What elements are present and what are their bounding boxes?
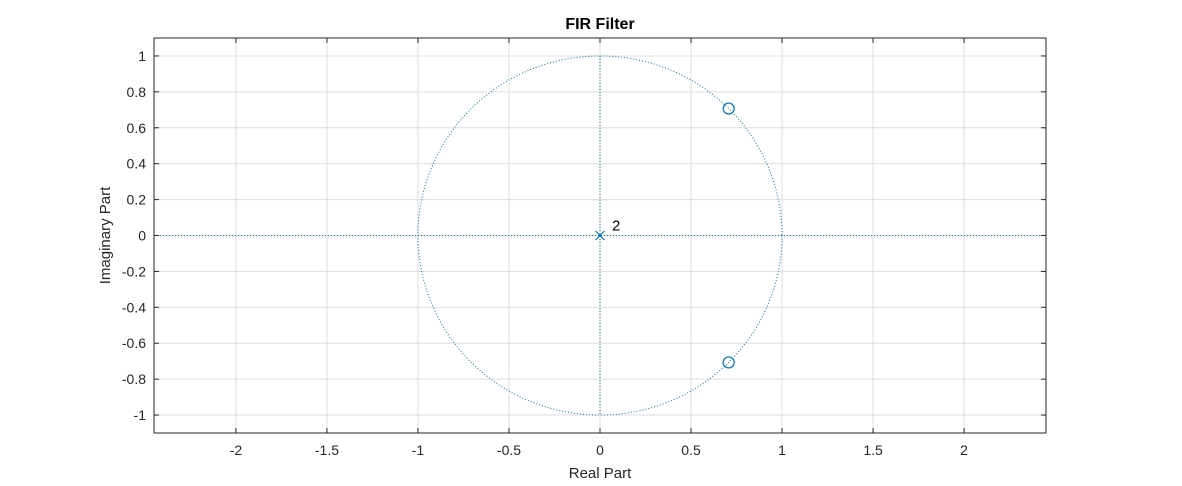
y-tick-label: -0.2 bbox=[122, 263, 146, 279]
chart-title: FIR Filter bbox=[565, 16, 634, 33]
y-axis-title: Imaginary Part bbox=[97, 186, 114, 284]
x-tick-label: -0.5 bbox=[497, 442, 521, 458]
x-axis-title: Real Part bbox=[569, 465, 632, 482]
x-tick-label: 1.5 bbox=[863, 442, 883, 458]
y-tick-label: 1 bbox=[138, 48, 146, 64]
pole-marker bbox=[595, 230, 605, 241]
x-tick-label: -1.5 bbox=[315, 442, 339, 458]
tick-marks bbox=[154, 38, 1046, 433]
y-tick-label: 0.6 bbox=[127, 120, 147, 136]
unit-circle bbox=[417, 55, 783, 416]
y-tick-label: 0 bbox=[138, 228, 146, 244]
x-tick-label: 2 bbox=[960, 442, 968, 458]
y-tick-label: -0.6 bbox=[122, 335, 146, 351]
zero-marker bbox=[722, 102, 735, 115]
y-tick-label: -0.8 bbox=[122, 371, 146, 387]
y-tick-label: 0.8 bbox=[127, 84, 147, 100]
x-tick-label: 0.5 bbox=[681, 442, 701, 458]
x-tick-label: -1 bbox=[412, 442, 425, 458]
x-tick-label: 1 bbox=[778, 442, 786, 458]
grid bbox=[154, 38, 1046, 433]
x-tick-label: -2 bbox=[230, 442, 243, 458]
y-tick-labels: 1 0.8 0.6 0.4 0.2 0 -0.2 -0.4 -0.6 -0.8 -1 bbox=[122, 48, 146, 423]
pole-marker-stroke bbox=[595, 230, 605, 241]
unit-circle-layer bbox=[154, 55, 1046, 416]
y-tick-label: 0.4 bbox=[127, 156, 147, 172]
y-tick-label: 0.2 bbox=[127, 192, 147, 208]
zero-marker bbox=[722, 356, 735, 369]
pole-zero-markers: 2 bbox=[595, 102, 735, 369]
x-tick-labels: -2 -1.5 -1 -0.5 0 0.5 1 1.5 2 bbox=[230, 442, 968, 458]
pole-multiplicity-label: 2 bbox=[612, 218, 620, 235]
y-tick-label: -1 bbox=[134, 407, 147, 423]
y-tick-label: -0.4 bbox=[122, 299, 146, 315]
x-tick-label: 0 bbox=[596, 442, 604, 458]
